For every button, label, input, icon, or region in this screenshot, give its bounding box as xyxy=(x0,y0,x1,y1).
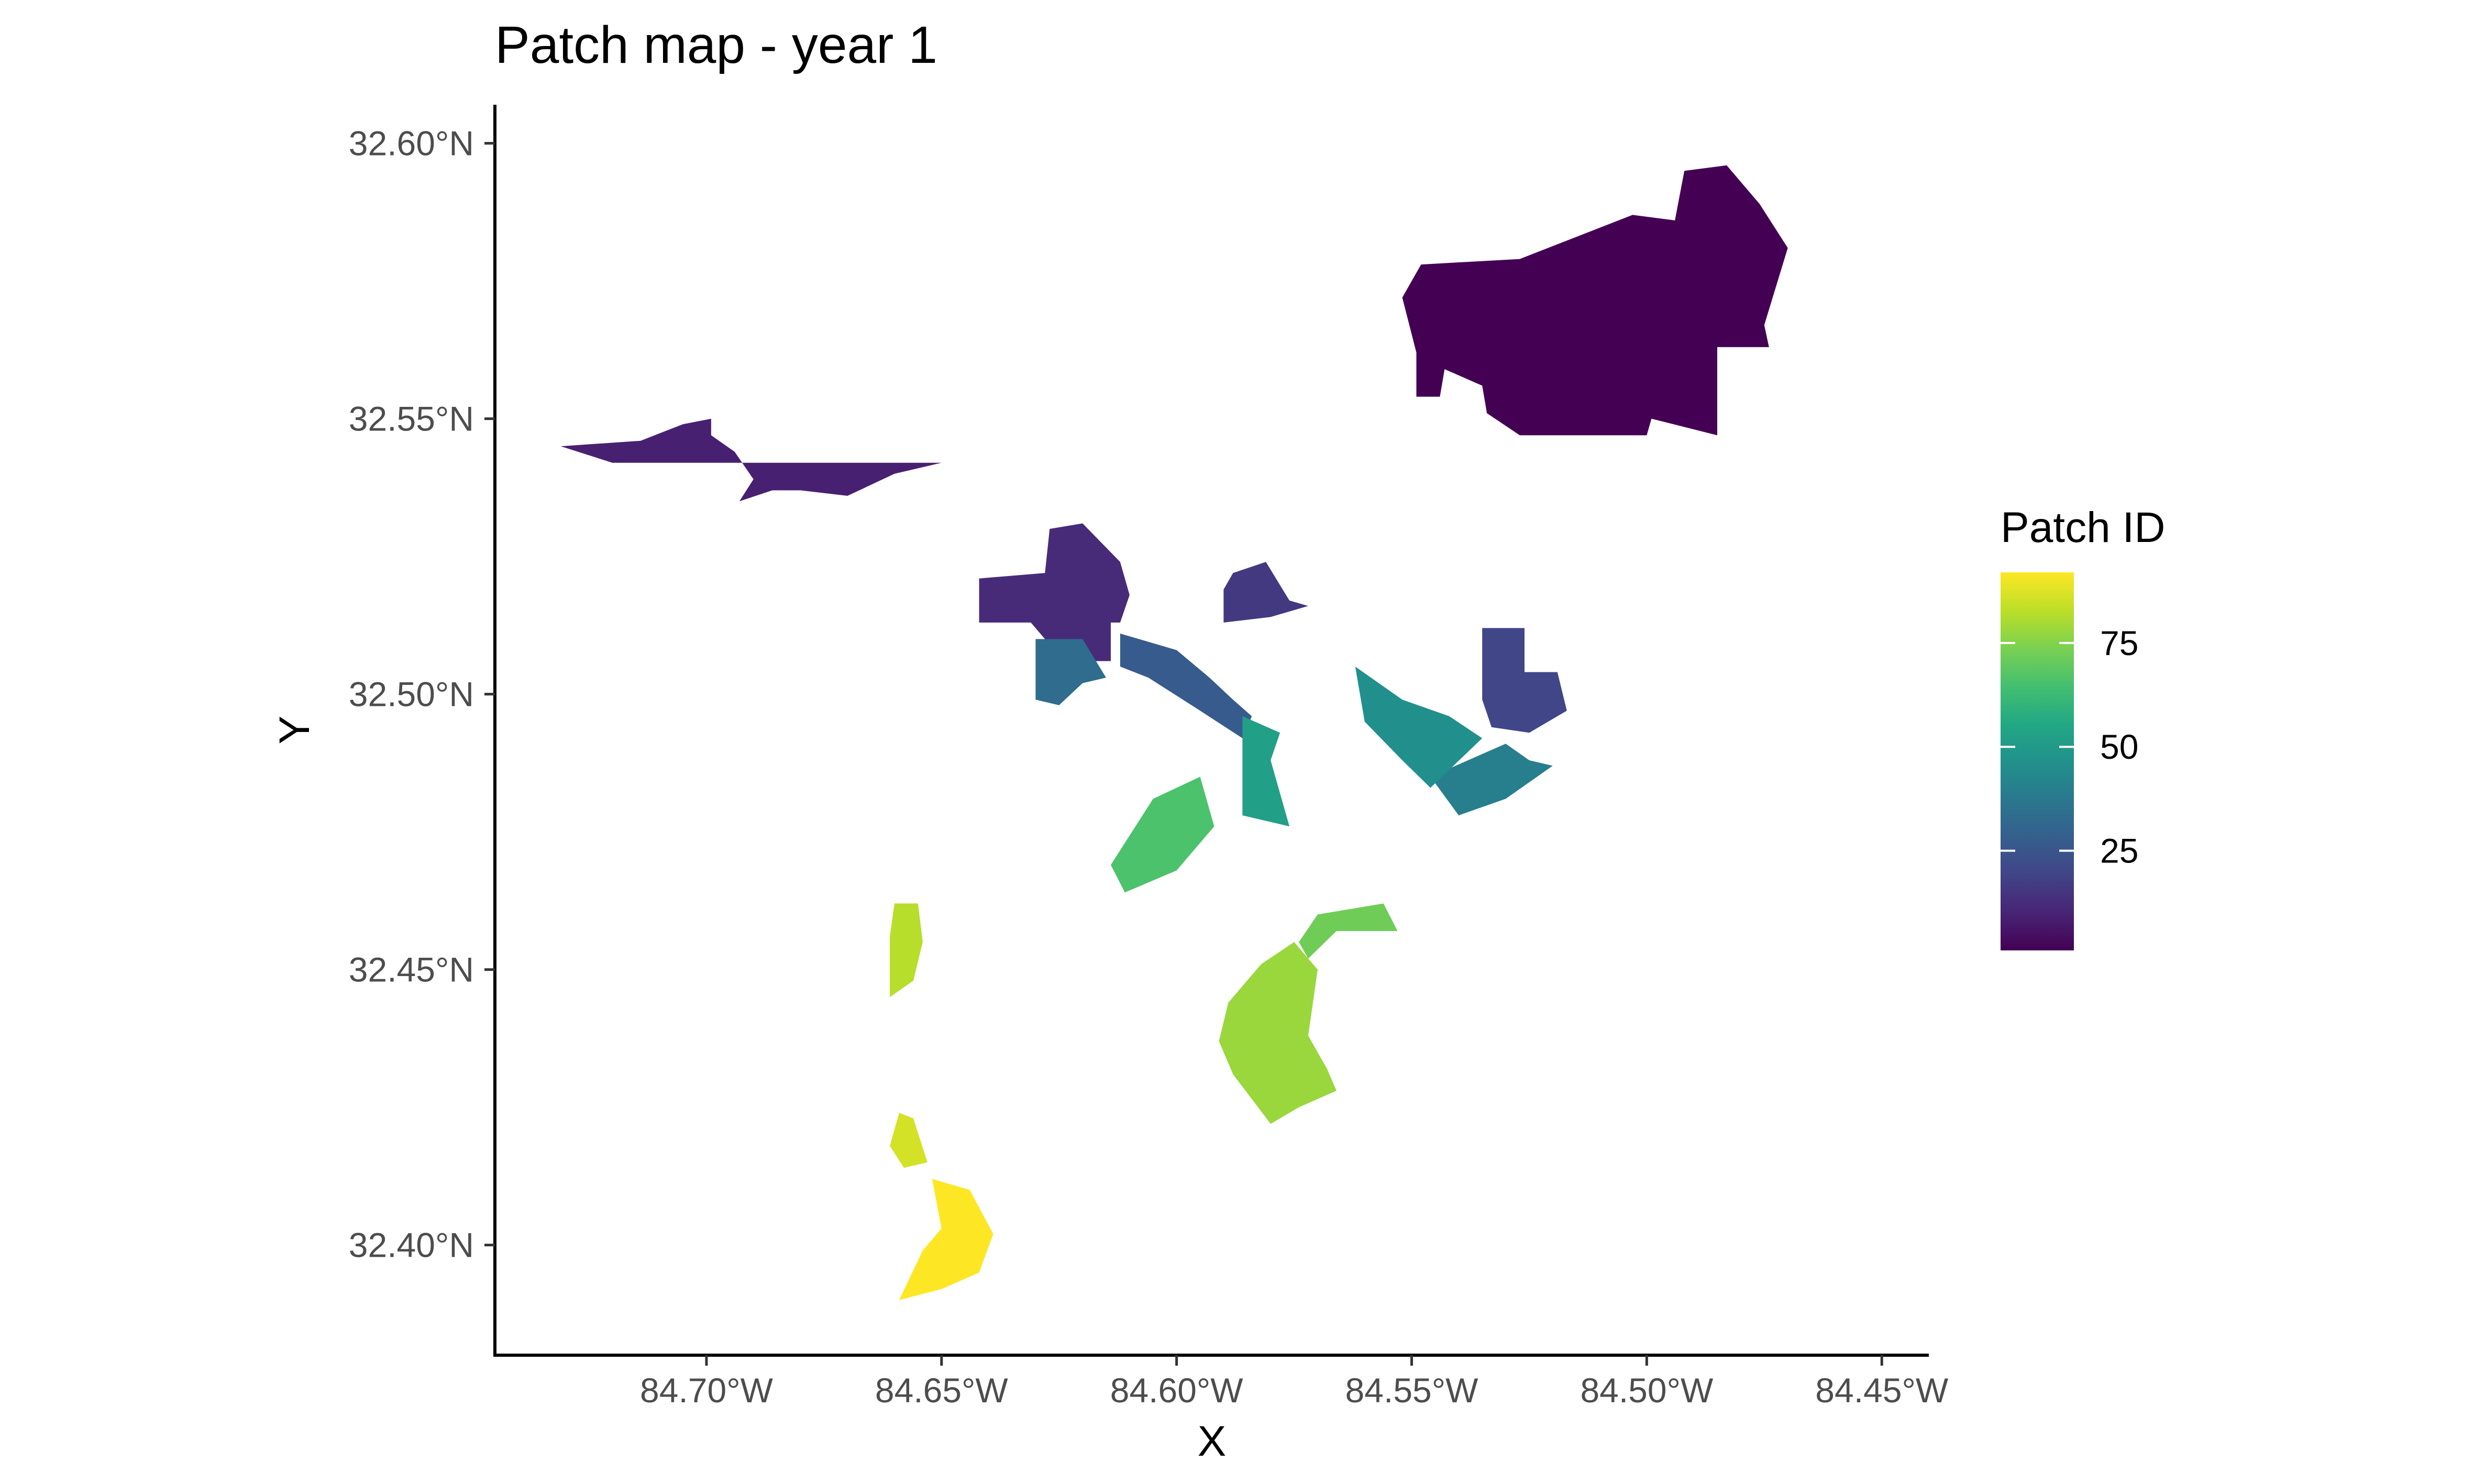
x-tick-label: 84.60°W xyxy=(1110,1371,1244,1410)
x-tick-label: 84.45°W xyxy=(1815,1371,1949,1410)
y-tick-label: 32.45°N xyxy=(349,950,474,989)
patch-86 xyxy=(890,1113,927,1168)
y-tick-label: 32.60°N xyxy=(349,124,474,163)
y-tick-label: 32.40°N xyxy=(349,1226,474,1265)
x-tick-label: 84.55°W xyxy=(1345,1371,1479,1410)
x-tick-label: 84.65°W xyxy=(875,1371,1009,1410)
legend-breaks: 25 50 75 xyxy=(2001,624,2138,870)
patch-33 xyxy=(1035,639,1106,705)
y-axis-ticks: 32.60°N 32.55°N 32.50°N 32.45°N 32.40°N xyxy=(349,124,495,1265)
patch-78 xyxy=(1219,942,1337,1124)
y-axis-title: Y xyxy=(271,716,318,745)
chart-title: Patch map - year 1 xyxy=(495,16,937,74)
patch-27 xyxy=(1120,633,1252,738)
x-tick-label: 84.50°W xyxy=(1580,1371,1714,1410)
patch-layer xyxy=(560,165,1788,1300)
legend-title: Patch ID xyxy=(2001,504,2165,551)
patch-9 xyxy=(560,418,942,502)
patch-12 xyxy=(979,523,1130,661)
legend-break-label: 50 xyxy=(2100,727,2138,766)
patch-46 xyxy=(1355,667,1483,788)
legend-break-label: 75 xyxy=(2100,624,2138,662)
y-tick-label: 32.50°N xyxy=(349,675,474,714)
patch-66 xyxy=(1111,777,1214,893)
x-tick-label: 84.70°W xyxy=(640,1371,774,1410)
patch-72 xyxy=(1299,903,1398,959)
y-tick-label: 32.55°N xyxy=(349,400,474,438)
patch-40 xyxy=(1430,744,1553,816)
patch-52 xyxy=(1242,716,1290,827)
legend: Patch ID 25 50 75 xyxy=(2001,504,2165,950)
patch-16 xyxy=(1223,562,1308,623)
legend-colorbar xyxy=(2001,572,2074,950)
patch-82 xyxy=(890,903,923,998)
legend-break-label: 25 xyxy=(2100,832,2138,870)
x-axis-ticks: 84.70°W 84.65°W 84.60°W 84.55°W 84.50°W 84.45… xyxy=(640,1355,1949,1410)
patch-1 xyxy=(1402,165,1788,436)
patch-92 xyxy=(899,1179,993,1300)
x-axis-title: X xyxy=(1198,1417,1227,1465)
patch-20 xyxy=(1482,628,1567,733)
